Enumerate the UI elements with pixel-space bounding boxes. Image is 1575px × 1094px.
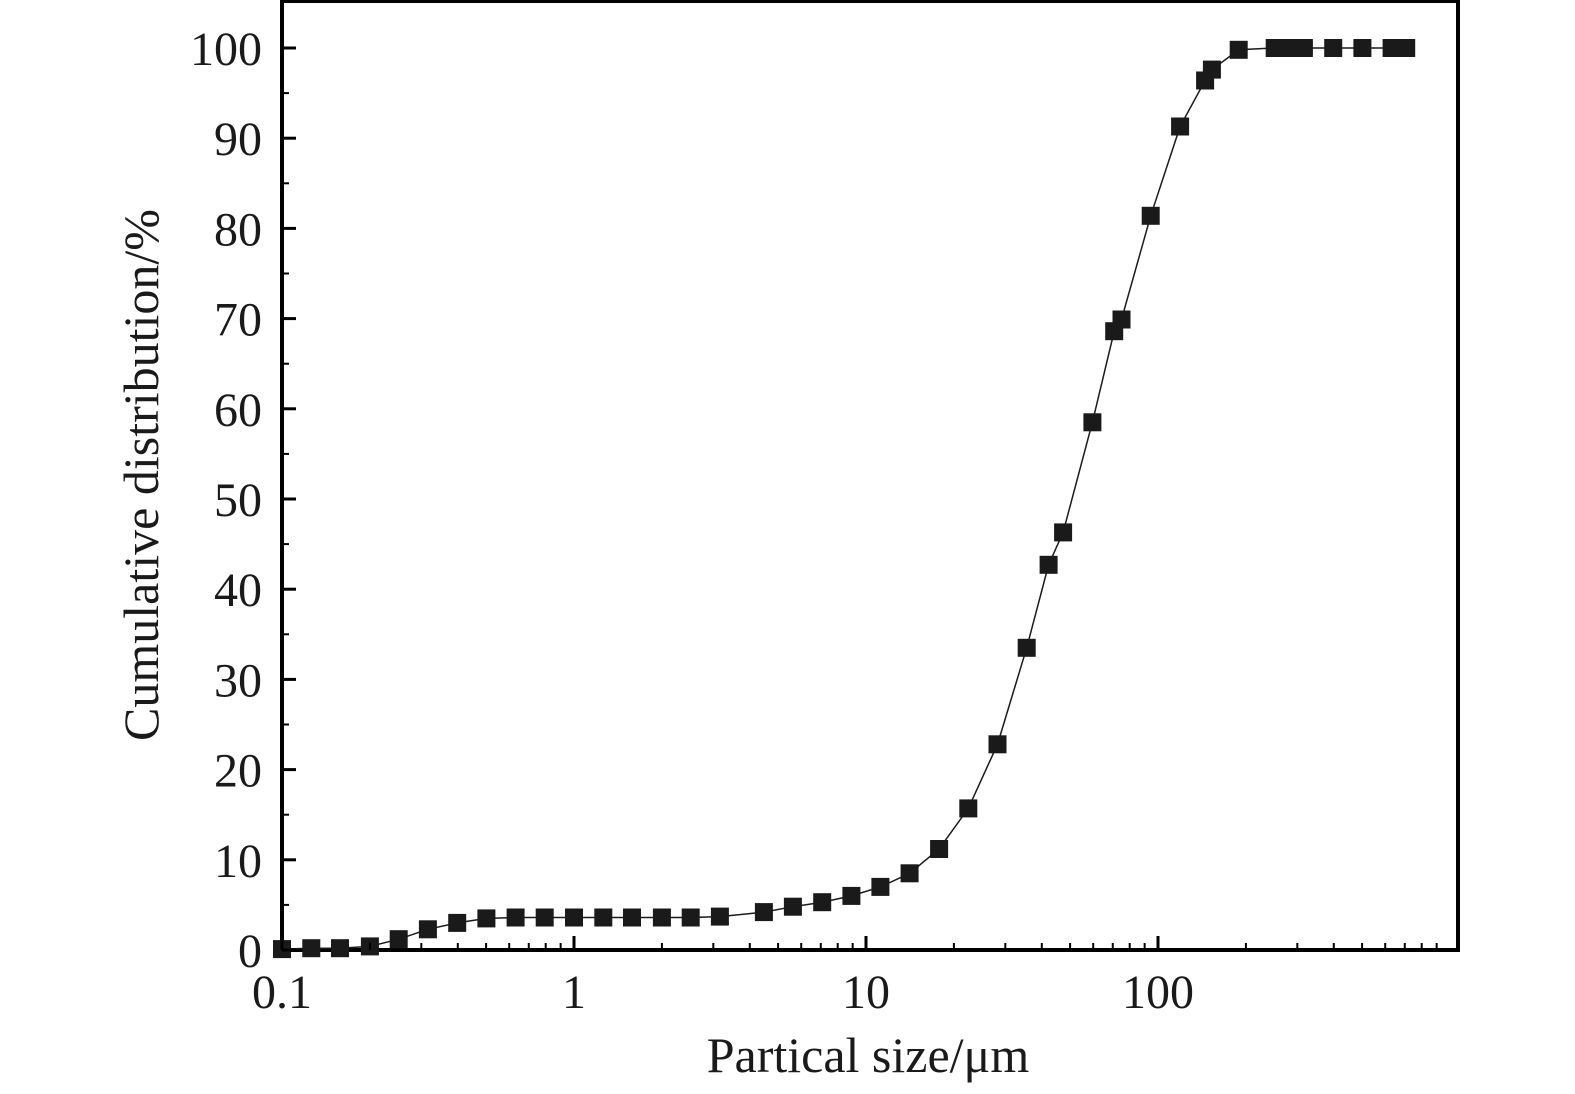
data-point — [1083, 413, 1102, 432]
data-point — [1280, 39, 1299, 57]
data-point — [1112, 310, 1131, 329]
data-point — [302, 939, 321, 958]
data-point — [988, 735, 1007, 754]
data-point — [506, 908, 525, 927]
data-point — [783, 897, 802, 916]
data-point — [1202, 60, 1221, 79]
data-point — [448, 913, 467, 932]
data-point — [1353, 39, 1372, 57]
data-point — [681, 908, 700, 927]
data-point — [331, 939, 349, 958]
data-point — [1054, 523, 1073, 542]
x-axis: 0.1 1 10 100 — [252, 936, 1438, 1019]
y-tick-label: 70 — [214, 294, 262, 347]
y-tick-label: 60 — [214, 384, 262, 437]
data-point — [710, 907, 729, 926]
data-point — [871, 877, 890, 896]
y-tick-label: 90 — [214, 113, 262, 166]
data-point — [959, 799, 978, 818]
data-point — [565, 908, 583, 927]
data-point — [1324, 39, 1343, 57]
data-point — [623, 908, 641, 927]
x-tick-label: 1 — [562, 966, 586, 1019]
y-tick-label: 30 — [214, 654, 262, 707]
data-point — [1229, 40, 1248, 59]
y-tick-label: 100 — [190, 23, 262, 76]
data-point — [389, 930, 408, 949]
y-tick-label: 10 — [214, 835, 262, 888]
data-point — [930, 840, 949, 858]
y-tick-label: 80 — [214, 203, 262, 256]
data-point — [1017, 638, 1036, 657]
data-point — [1171, 117, 1190, 136]
data-point — [900, 864, 919, 883]
x-axis-title: Partical size/μm — [707, 1027, 1030, 1083]
y-tick-label: 20 — [214, 745, 262, 798]
data-point — [754, 903, 773, 922]
y-tick-label: 40 — [214, 564, 262, 617]
y-tick-label: 50 — [214, 474, 262, 527]
data-point — [418, 920, 437, 939]
y-tick-label: 0 — [238, 925, 262, 978]
data-point — [813, 893, 832, 912]
x-tick-label: 0.1 — [252, 966, 312, 1019]
data-point — [594, 908, 613, 927]
data-point — [1039, 555, 1058, 574]
x-tick-label: 100 — [1122, 966, 1194, 1019]
data-point — [842, 886, 861, 905]
data-point — [535, 908, 554, 927]
plot-area — [273, 0, 1460, 959]
plot-frame — [280, 0, 1460, 952]
data-point — [1141, 206, 1160, 225]
x-tick-label: 10 — [842, 966, 890, 1019]
data-point — [1294, 39, 1313, 57]
data-point — [1382, 39, 1401, 57]
data-point — [1265, 39, 1284, 57]
data-point — [477, 909, 496, 928]
y-axis-title: Cumulative distribution/% — [113, 209, 169, 741]
series-line — [281, 47, 1407, 950]
data-point — [652, 908, 671, 927]
y-axis: 0 10 20 30 40 50 60 70 80 90 100 — [190, 23, 296, 978]
data-point — [1397, 39, 1416, 57]
